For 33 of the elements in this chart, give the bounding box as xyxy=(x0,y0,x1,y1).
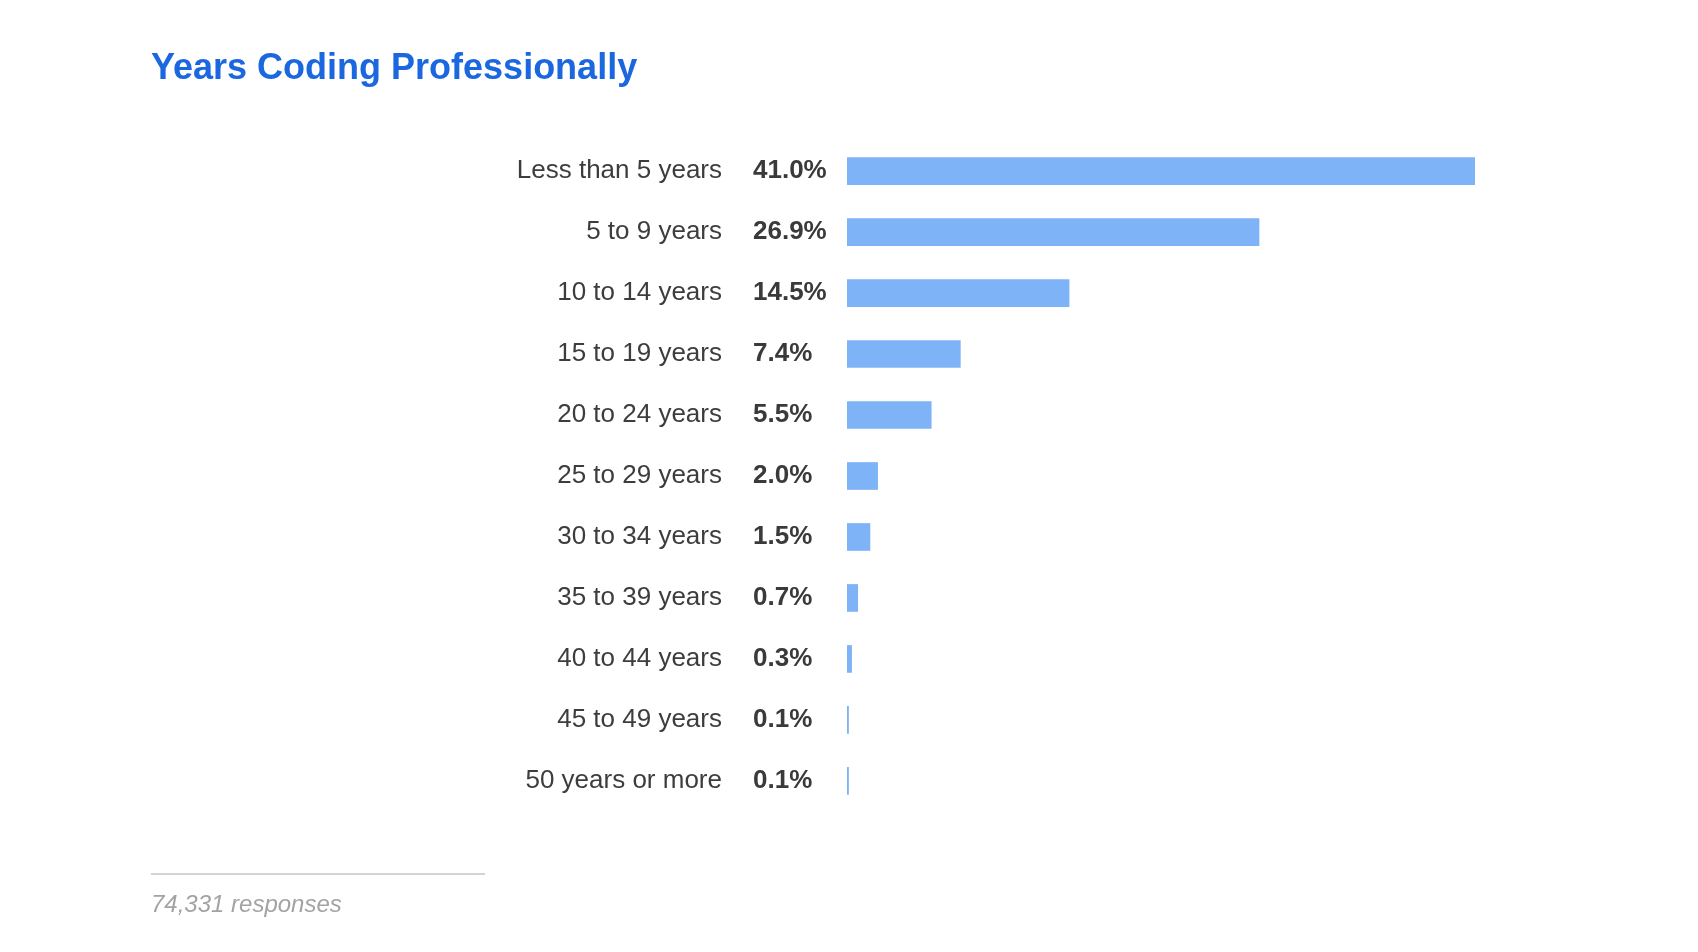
y-tick-label: 5 to 9 years xyxy=(586,215,722,246)
y-tick-label: 45 to 49 years xyxy=(557,703,722,734)
y-tick-label: Less than 5 years xyxy=(516,154,722,185)
data-label: 41.0% xyxy=(753,154,827,185)
y-tick-label: 30 to 34 years xyxy=(557,520,722,551)
y-tick-label: 10 to 14 years xyxy=(557,276,722,307)
data-label: 2.0% xyxy=(753,459,813,490)
bar xyxy=(847,218,1260,246)
y-tick-label: 15 to 19 years xyxy=(557,337,722,368)
bar xyxy=(847,584,859,612)
data-label: 0.1% xyxy=(753,703,813,734)
y-tick-label: 40 to 44 years xyxy=(557,642,722,673)
data-label: 0.1% xyxy=(753,764,813,795)
y-tick-label: 25 to 29 years xyxy=(557,459,722,490)
bar xyxy=(847,157,1475,185)
data-label: 0.3% xyxy=(753,642,813,673)
y-tick-label: 20 to 24 years xyxy=(557,398,722,429)
data-label: 14.5% xyxy=(753,276,827,307)
bar xyxy=(847,279,1070,307)
bar xyxy=(847,645,852,673)
data-label: 26.9% xyxy=(753,215,827,246)
bar xyxy=(847,401,932,429)
data-label: 0.7% xyxy=(753,581,813,612)
text: Years Coding Professionally xyxy=(151,46,638,87)
bar xyxy=(847,462,878,490)
data-label: 5.5% xyxy=(753,398,813,429)
data-label: 7.4% xyxy=(753,337,813,368)
y-tick-label: 35 to 39 years xyxy=(557,581,722,612)
text: 74,331 responses xyxy=(151,890,342,917)
data-label: 1.5% xyxy=(753,520,813,551)
y-tick-label: 50 years or more xyxy=(525,764,722,795)
bar xyxy=(847,523,871,551)
bar xyxy=(847,340,961,368)
